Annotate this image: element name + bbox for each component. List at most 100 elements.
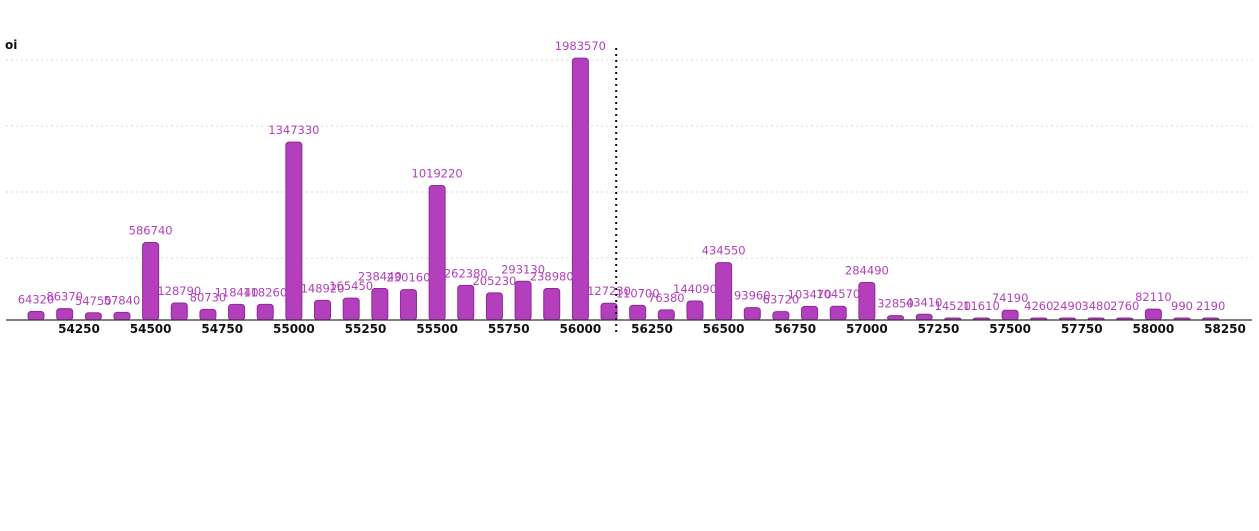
bar-54500[interactable] xyxy=(142,242,160,321)
data-label-56600: 93960 xyxy=(734,289,771,303)
bar-57000[interactable] xyxy=(858,281,876,321)
data-label-54800: 118440 xyxy=(215,285,259,299)
x-tick-label-56250: 56250 xyxy=(631,322,673,336)
bar-55200[interactable] xyxy=(342,297,360,321)
bar-54400[interactable] xyxy=(113,311,131,321)
bar-55100[interactable] xyxy=(314,299,332,321)
bar-54300[interactable] xyxy=(84,312,102,321)
x-tick-label-54500: 54500 xyxy=(130,322,172,336)
bar-layer xyxy=(27,57,1220,321)
bar-56400[interactable] xyxy=(686,300,704,321)
x-axis-ticks: 54250 54500 54750 55000 55250 55500 55750 56000… xyxy=(58,322,1246,336)
data-label-56200: 110700 xyxy=(616,286,660,300)
data-label-54200: 86370 xyxy=(46,290,83,304)
bar-57100[interactable] xyxy=(887,315,905,321)
data-label-55300: 238440 xyxy=(358,270,402,284)
data-label-54600: 128790 xyxy=(157,284,201,298)
data-label-56900: 104570 xyxy=(816,287,860,301)
x-tick-label-55500: 55500 xyxy=(416,322,458,336)
data-label-58000: 82110 xyxy=(1135,290,1172,304)
bar-55800[interactable] xyxy=(514,280,532,321)
x-tick-label-55250: 55250 xyxy=(345,322,387,336)
x-tick-label-57000: 57000 xyxy=(846,322,888,336)
data-label-54700: 80730 xyxy=(190,290,227,304)
bar-55600[interactable] xyxy=(457,284,475,321)
bar-57200[interactable] xyxy=(915,313,933,321)
x-tick-label-58000: 58000 xyxy=(1133,322,1175,336)
x-tick-label-57750: 57750 xyxy=(1061,322,1103,336)
bar-58000[interactable] xyxy=(1144,308,1162,321)
x-tick-label-57500: 57500 xyxy=(989,322,1031,336)
bar-55300[interactable] xyxy=(371,288,389,321)
bar-56100[interactable] xyxy=(600,302,618,321)
data-label-57700: 2490 xyxy=(1053,299,1082,313)
y-axis-label: oi xyxy=(5,38,17,52)
bar-55700[interactable] xyxy=(485,292,503,321)
bar-56300[interactable] xyxy=(657,309,675,321)
data-label-57000: 284490 xyxy=(845,263,889,277)
data-label-55500: 1019220 xyxy=(412,166,463,180)
data-label-57200: 43410 xyxy=(906,295,943,309)
data-label-55200: 165450 xyxy=(329,279,373,293)
bar-56600[interactable] xyxy=(743,307,761,321)
bar-55000[interactable] xyxy=(285,141,303,321)
data-label-55400: 230160 xyxy=(387,271,431,285)
data-label-57300: 14520 xyxy=(935,299,972,313)
data-label-57800: 3480 xyxy=(1081,299,1110,313)
x-tick-label-58250: 58250 xyxy=(1204,322,1246,336)
bar-55900[interactable] xyxy=(543,287,561,321)
bar-55500[interactable] xyxy=(428,184,446,321)
data-label-55700: 205230 xyxy=(472,274,516,288)
data-label-54100: 64320 xyxy=(18,293,55,307)
data-label-58100: 990 xyxy=(1171,299,1193,313)
data-label-55900: 238980 xyxy=(530,269,574,283)
data-label-57900: 2760 xyxy=(1110,299,1139,313)
data-label-56400: 144090 xyxy=(673,282,717,296)
x-tick-label-56500: 56500 xyxy=(703,322,745,336)
bar-56000[interactable] xyxy=(571,57,589,321)
bar-54100[interactable] xyxy=(27,311,45,321)
data-label-56800: 103470 xyxy=(788,287,832,301)
data-label-56500: 434550 xyxy=(702,244,746,258)
data-label-54500: 586740 xyxy=(129,224,173,238)
data-label-56000: 1983570 xyxy=(555,39,606,53)
bar-54800[interactable] xyxy=(228,303,246,321)
data-label-55600: 262380 xyxy=(444,266,488,280)
data-label-55800: 293130 xyxy=(501,262,545,276)
data-label-56700: 63720 xyxy=(763,293,800,307)
data-label-57100: 32850 xyxy=(877,297,914,311)
bar-56900[interactable] xyxy=(829,305,847,321)
x-tick-label-56000: 56000 xyxy=(560,322,602,336)
bar-54200[interactable] xyxy=(56,308,74,321)
data-label-54300: 54750 xyxy=(75,294,112,308)
data-label-56300: 76380 xyxy=(648,291,685,305)
data-label-58200: 2190 xyxy=(1196,299,1225,313)
x-tick-label-54750: 54750 xyxy=(201,322,243,336)
data-label-57400: 11610 xyxy=(963,299,1000,313)
x-tick-label-57250: 57250 xyxy=(918,322,960,336)
data-label-56100: 127230 xyxy=(587,284,631,298)
bar-56200[interactable] xyxy=(629,304,647,321)
bar-54900[interactable] xyxy=(256,303,274,321)
x-tick-label-55750: 55750 xyxy=(488,322,530,336)
data-label-54400: 57840 xyxy=(104,293,141,307)
data-label-54900: 118260 xyxy=(243,285,287,299)
x-tick-label-54250: 54250 xyxy=(58,322,100,336)
data-label-layer: 6432086370547505784058674012879080730118… xyxy=(18,39,1226,313)
data-label-55100: 148920 xyxy=(301,281,345,295)
data-label-55000: 1347330 xyxy=(268,123,319,137)
bar-56500[interactable] xyxy=(715,262,733,321)
bar-56700[interactable] xyxy=(772,311,790,321)
bar-54700[interactable] xyxy=(199,308,217,321)
bar-57500[interactable] xyxy=(1001,309,1019,321)
data-label-57500: 74190 xyxy=(992,291,1029,305)
data-label-57600: 4260 xyxy=(1024,299,1053,313)
x-tick-label-55000: 55000 xyxy=(273,322,315,336)
grid-layer xyxy=(6,59,1252,259)
bar-56800[interactable] xyxy=(801,305,819,321)
bar-54600[interactable] xyxy=(170,302,188,321)
bar-55400[interactable] xyxy=(399,289,417,321)
x-tick-label-56750: 56750 xyxy=(774,322,816,336)
